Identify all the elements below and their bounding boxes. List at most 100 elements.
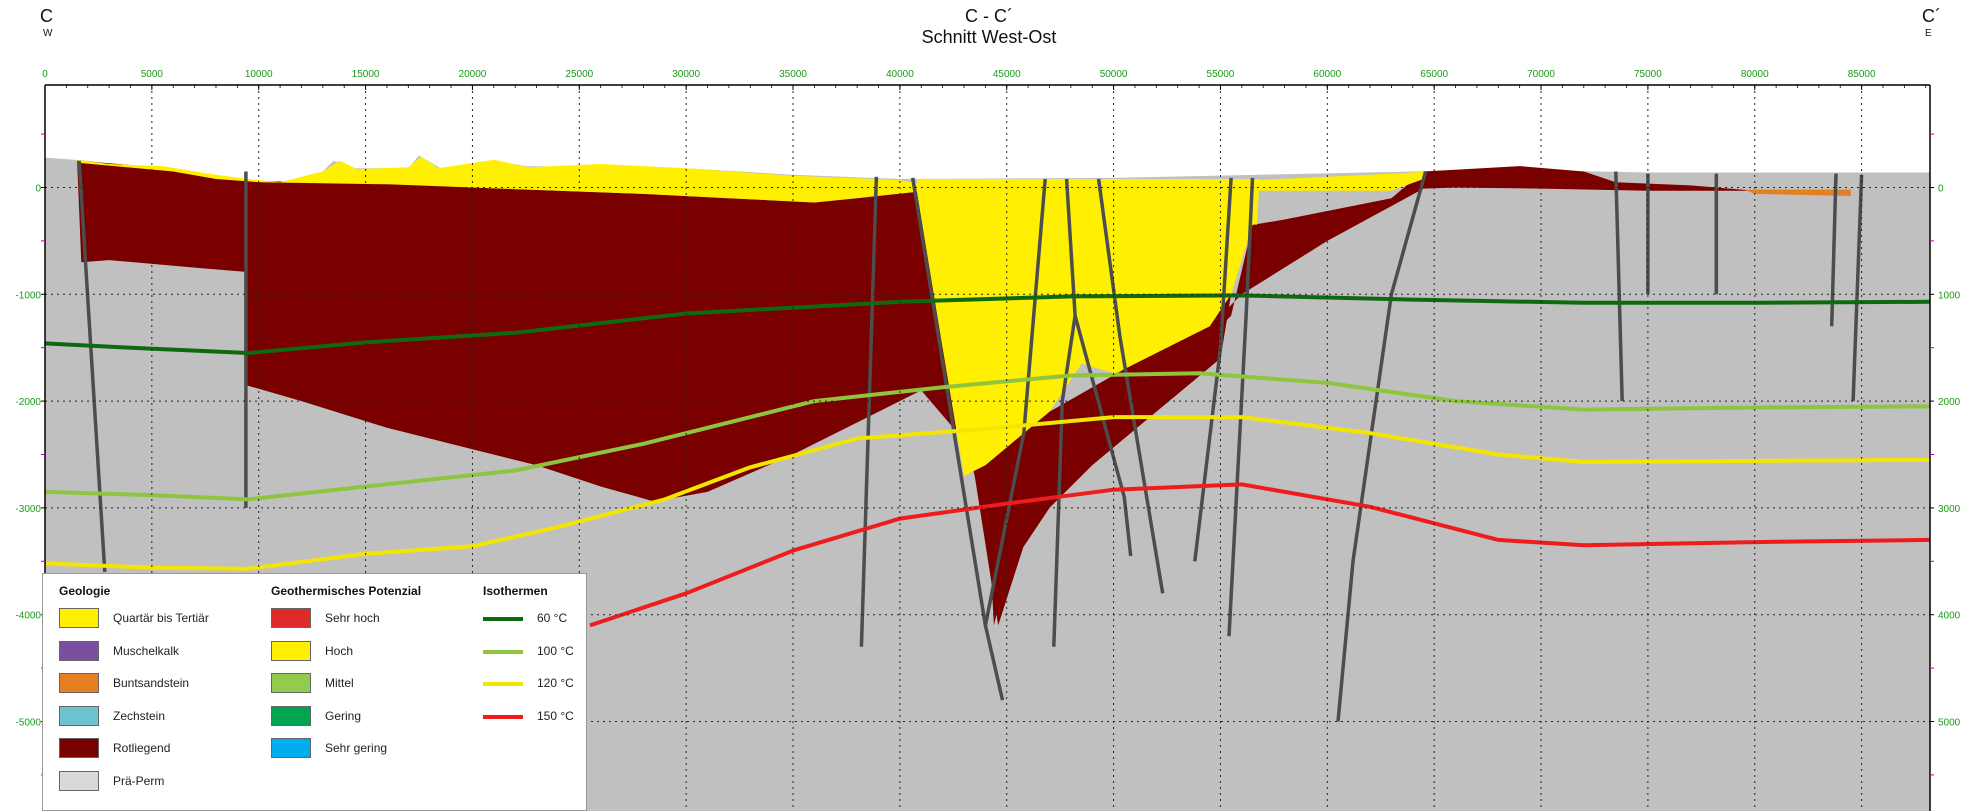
x-tick-label: 80000 (1741, 69, 1769, 80)
legend-item: Muschelkalk (59, 640, 259, 674)
y-tick-label-left: -3000 (15, 504, 41, 515)
legend-item: Mittel (271, 673, 471, 706)
legend-swatch (59, 640, 99, 661)
x-tick-label: 45000 (993, 69, 1021, 80)
x-tick-label: 40000 (886, 69, 914, 80)
legend-item: 60 °C (483, 608, 583, 641)
legend-item: 100 °C (483, 641, 583, 674)
legend-potenzial: Geothermisches Potenzial Sehr hoch Hoch … (271, 584, 471, 771)
west-end-label: C (40, 6, 53, 26)
fault-lines (77, 160, 1864, 722)
y-tick-label-left: -1000 (15, 290, 41, 301)
legend-label: Quartär bis Tertiär (113, 611, 209, 625)
legend-isothermen-title: Isothermen (483, 584, 548, 598)
legend-line (483, 617, 523, 621)
legend-swatch (271, 738, 311, 758)
y-tick-label-right: 3000 (1938, 504, 1961, 515)
x-tick-label: 0 (42, 69, 48, 80)
buntsandstein-sliver (1744, 189, 1851, 196)
fault-line (1064, 178, 1133, 557)
legend-swatch (59, 738, 99, 758)
legend-item: Prä-Perm (59, 770, 259, 804)
legend-item: Hoch (271, 640, 471, 674)
fault-line (1052, 315, 1077, 647)
legend-line (483, 649, 523, 654)
isotherm-line (44, 371, 1931, 502)
isotherm-line (44, 415, 1931, 571)
fault-line (1227, 177, 1255, 637)
quartar-band (77, 156, 1424, 225)
legend-geologie: Geologie Quartär bis Tertiär Muschelkalk… (59, 584, 259, 803)
legend-label: Muschelkalk (113, 643, 180, 658)
x-tick-label: 65000 (1420, 69, 1448, 80)
east-end-label: C´ (1922, 6, 1941, 26)
legend-label: 100 °C (537, 643, 574, 658)
y-tick-label-left: -4000 (15, 611, 41, 622)
quartar-basin (917, 179, 1259, 476)
section-title: C - C´ (965, 6, 1013, 26)
y-tick-label-left: -5000 (15, 718, 41, 729)
fault-line (77, 160, 107, 573)
rotliegend-layer (77, 160, 1755, 626)
legend-swatch (59, 705, 99, 726)
legend-isothermen: Isothermen 60 °C 100 °C 120 °C 150 °C (483, 584, 583, 738)
legend-box: Geologie Quartär bis Tertiär Muschelkalk… (42, 573, 587, 811)
legend-label: Zechstein (113, 708, 166, 723)
x-tick-label: 60000 (1313, 69, 1341, 80)
legend-item: 150 °C (483, 706, 583, 739)
x-tick-label: 75000 (1634, 69, 1662, 80)
legend-label: Hoch (325, 643, 354, 658)
legend-item: Buntsandstein (59, 673, 259, 706)
fault-line (1614, 171, 1624, 402)
legend-swatch (271, 608, 311, 628)
x-tick-label: 10000 (245, 69, 273, 80)
x-tick-label: 15000 (352, 69, 380, 80)
legend-geologie-title: Geologie (59, 584, 111, 598)
legend-potenzial-title: Geothermisches Potenzial (271, 584, 422, 598)
legend-line (483, 714, 523, 719)
fault-line (983, 178, 1047, 626)
y-tick-label-right: 5000 (1938, 718, 1961, 729)
legend-label: Gering (325, 708, 362, 723)
x-tick-label: 85000 (1848, 69, 1876, 80)
y-tick-label-right: 4000 (1938, 611, 1961, 622)
legend-item: 120 °C (483, 673, 583, 706)
fault-line (859, 176, 879, 647)
legend-item: Sehr hoch (271, 608, 471, 641)
legend-item: Sehr gering (271, 738, 471, 771)
x-tick-label: 30000 (672, 69, 700, 80)
west-direction: W (43, 28, 53, 39)
fault-line (1096, 178, 1165, 594)
legend-item: Quartär bis Tertiär (59, 608, 259, 641)
legend-item: Gering (271, 705, 471, 739)
legend-label: 120 °C (537, 676, 574, 690)
isotherm-line (589, 482, 1931, 628)
legend-swatch (59, 770, 99, 791)
legend-swatch (59, 673, 99, 693)
x-tick-label: 5000 (141, 69, 164, 80)
grid-lines (45, 85, 1930, 811)
fault-line (1193, 177, 1233, 562)
x-tick-label: 55000 (1207, 69, 1235, 80)
x-tick-label: 35000 (779, 69, 807, 80)
y-tick-label-right: 0 (1938, 184, 1944, 195)
y-tick-label-right: 2000 (1938, 397, 1961, 408)
rotliegend-graben-band (985, 294, 1232, 626)
x-tick-label: 50000 (1100, 69, 1128, 80)
legend-line (483, 682, 523, 686)
legend-label: Buntsandstein (113, 676, 190, 690)
section-subtitle: Schnitt West-Ost (921, 27, 1057, 47)
y-tick-label-left: 0 (35, 184, 41, 195)
legend-label: 60 °C (537, 611, 568, 625)
legend-item: Rotliegend (59, 738, 259, 771)
fault-line (1336, 171, 1428, 722)
legend-swatch (271, 705, 311, 726)
axes: 0 5000 10000 15000 20000 25000 30000 35000 40000… (15, 69, 1961, 811)
y-tick-label-right: 1000 (1938, 290, 1961, 301)
x-tick-label: 70000 (1527, 69, 1555, 80)
x-tick-label: 25000 (565, 69, 593, 80)
legend-swatch (271, 640, 311, 661)
x-tick-label: 20000 (459, 69, 487, 80)
legend-label: 150 °C (537, 708, 574, 723)
